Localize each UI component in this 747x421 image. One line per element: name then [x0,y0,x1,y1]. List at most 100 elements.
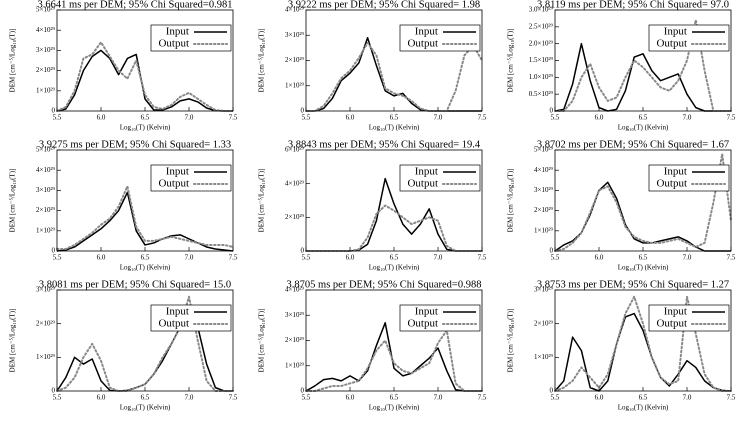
legend-label: Output [158,178,189,190]
y-axis-label: DEM [cm⁻⁵/Log₁₀(T)] [258,29,266,93]
chart-title: 3.8081 ms per DEM; 95% Chi Squared= 15.0 [39,279,231,290]
x-axis-label: Log₁₀(T) (Kelvin) [369,404,420,412]
y-tick-label: 1.5×10²⁹ [529,56,554,64]
y-tick-label: 4×10²⁹ [36,166,56,174]
chart-title: 3.8702 ms per DEM; 95% Chi Squared= 1.67 [537,139,729,150]
y-tick-label: 1×10²⁹ [534,226,554,234]
legend-box [399,304,481,332]
x-tick-label: 6.0 [595,254,604,262]
x-tick-label: 6.5 [639,114,648,122]
y-tick-label: 0 [52,387,56,395]
x-axis-label: Log₁₀(T) (Kelvin) [369,264,420,272]
y-tick-label: 1×10²⁹ [36,226,56,234]
x-tick-label: 6.5 [141,394,150,402]
legend-label: Input [415,306,438,318]
panel: 3.9275 ms per DEM; 95% Chi Squared= 1.33… [9,139,238,271]
y-tick-label: 0 [550,247,554,255]
y-tick-label: 0 [301,247,305,255]
y-tick-label: 4×10²⁹ [36,26,56,34]
legend-label: Input [166,26,189,38]
legend-label: Output [656,318,687,330]
legend-box [399,24,481,52]
legend-label: Input [664,306,687,318]
series-line [554,19,732,112]
y-axis-label: DEM [cm⁻⁵/Log₁₀(T)] [507,29,515,93]
x-tick-label: 7.0 [185,394,194,402]
x-tick-label: 5.5 [53,394,62,402]
series-line [305,204,483,252]
x-tick-label: 6.5 [639,254,648,262]
x-tick-label: 5.5 [302,394,311,402]
legend-label: Input [664,26,687,38]
chart-title: 3.8119 ms per DEM; 95% Chi Squared= 97.0 [537,0,729,10]
x-tick-label: 7.0 [683,394,692,402]
y-tick-label: 2×10²⁹ [36,66,56,74]
series-line [56,295,234,392]
panel: 3.8705 ms per DEM; 95% Chi Squared=0.988… [258,279,487,411]
chart-title: 3.8753 ms per DEM; 95% Chi Squared= 1.27 [537,279,729,290]
x-tick-label: 7.5 [478,394,487,402]
legend-label: Output [407,318,438,330]
panel: 3.8843 ms per DEM; 95% Chi Squared= 19.4… [258,139,487,271]
y-tick-label: 1×10²⁹ [285,81,305,89]
series-line [56,191,234,252]
x-axis-label: Log₁₀(T) (Kelvin) [120,124,171,132]
series-line [305,41,483,112]
y-tick-label: 1×10²⁹ [36,86,56,94]
y-axis-label: DEM [cm⁻⁵/Log₁₀(T)] [258,309,266,373]
x-tick-label: 7.5 [478,254,487,262]
legend-box [648,24,730,52]
y-tick-label: 2.5×10²⁹ [529,22,554,30]
x-tick-label: 6.5 [390,114,399,122]
x-tick-label: 7.5 [727,394,736,402]
panel: 3.8702 ms per DEM; 95% Chi Squared= 1.67… [507,139,736,271]
x-tick-label: 7.5 [727,114,736,122]
y-axis-label: DEM [cm⁻⁵/Log₁₀(T)] [507,309,515,373]
x-tick-label: 7.0 [434,254,443,262]
x-tick-label: 6.0 [595,394,604,402]
x-tick-label: 6.0 [346,254,355,262]
series-line [56,41,234,112]
x-tick-label: 7.5 [229,394,238,402]
legend-box [150,304,232,332]
x-tick-label: 7.5 [229,114,238,122]
series-line [305,329,483,392]
x-tick-label: 7.0 [683,254,692,262]
x-tick-label: 5.5 [551,254,560,262]
x-tick-label: 6.0 [595,114,604,122]
x-tick-label: 6.5 [141,254,150,262]
y-tick-label: 4×10²⁹ [285,286,305,294]
x-tick-label: 7.5 [727,254,736,262]
y-tick-label: 0.5×10²⁹ [529,90,554,98]
y-tick-label: 3×10²⁹ [36,186,56,194]
y-tick-label: 2×10²⁹ [534,319,554,327]
x-axis-label: Log₁₀(T) (Kelvin) [120,404,171,412]
y-tick-label: 4×10²⁹ [285,6,305,14]
x-tick-label: 6.5 [141,114,150,122]
x-axis-label: Log₁₀(T) (Kelvin) [120,264,171,272]
x-tick-label: 6.0 [97,114,106,122]
legend-label: Output [656,38,687,50]
y-tick-label: 0 [52,107,56,115]
x-tick-label: 5.5 [551,394,560,402]
series-line [554,153,732,252]
y-tick-label: 3×10²⁹ [285,311,305,319]
y-tick-label: 2×10²⁹ [285,336,305,344]
y-axis-label: DEM [cm⁻⁵/Log₁₀(T)] [507,169,515,233]
series-line [554,295,732,392]
panel: 3.8119 ms per DEM; 95% Chi Squared= 97.0… [507,0,736,132]
x-tick-label: 6.0 [346,114,355,122]
x-tick-label: 5.5 [53,114,62,122]
x-tick-label: 7.5 [478,114,487,122]
y-tick-label: 2×10²⁹ [285,56,305,64]
y-tick-label: 1×10²⁹ [36,353,56,361]
panel: 3.8081 ms per DEM; 95% Chi Squared= 15.0… [9,279,238,411]
series-line [56,185,234,250]
panel: 3.8753 ms per DEM; 95% Chi Squared= 1.27… [507,279,736,411]
x-tick-label: 5.5 [551,114,560,122]
x-tick-label: 6.5 [390,394,399,402]
legend-label: Input [166,166,189,178]
y-tick-label: 2×10²⁹ [36,319,56,327]
chart-title: 3.9222 ms per DEM; 95% Chi Squared= 1.98 [288,0,480,10]
